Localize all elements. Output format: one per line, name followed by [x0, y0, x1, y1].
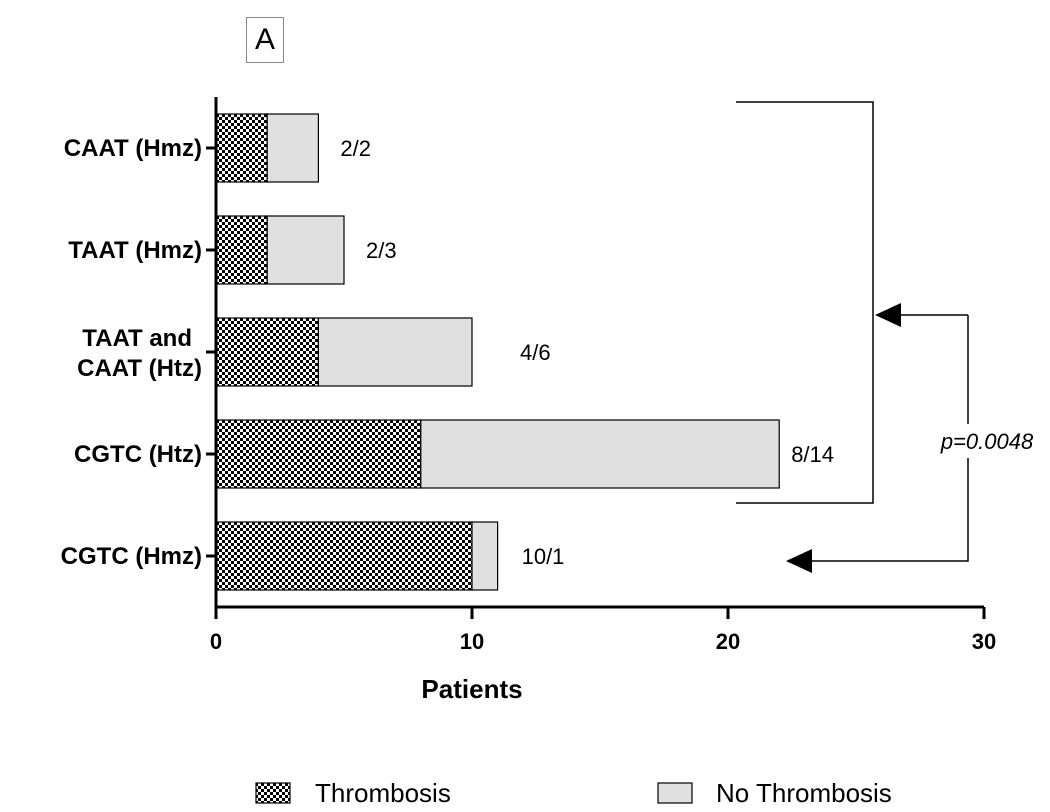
- group-bracket: [736, 101, 874, 504]
- legend-label-thrombosis: Thrombosis: [315, 778, 451, 808]
- data-label-4: 10/1: [522, 544, 565, 569]
- x-tick-label-1: 10: [460, 629, 484, 654]
- p-value-annotation: p=0.0048: [940, 429, 1034, 454]
- annotation-group: p=0.0048: [736, 101, 1046, 573]
- bar-thrombosis-4: [215, 521, 473, 591]
- category-label-4: CGTC (Hmz): [61, 543, 202, 570]
- legend-swatch-thrombosis: [255, 782, 291, 804]
- data-label-2: 4/6: [520, 340, 551, 365]
- legend-label-no-thrombosis: No Thrombosis: [716, 778, 892, 808]
- panel-label: A: [246, 17, 284, 63]
- axes-group: CAAT (Hmz) TAAT (Hmz) TAAT and CAAT (Htz) CG…: [61, 97, 996, 654]
- bar-thrombosis-2: [215, 317, 320, 387]
- legend: Thrombosis No Thrombosis: [255, 778, 892, 808]
- x-tick-label-3: 30: [972, 629, 996, 654]
- bar-no-thrombosis-2: [317, 317, 473, 387]
- bar-thrombosis-1: [215, 215, 268, 285]
- bar-thrombosis-0: [215, 113, 268, 183]
- bar-no-thrombosis-4: [471, 521, 499, 591]
- data-label-3: 8/14: [791, 442, 834, 467]
- arrowhead-lower-icon: [786, 549, 812, 573]
- x-axis-label: Patients: [421, 674, 522, 704]
- category-label-3: CGTC (Htz): [74, 441, 202, 468]
- comparison-line: [790, 315, 969, 562]
- bars-group: 2/2 2/3 4/6 8/14 10/1: [215, 113, 834, 591]
- category-label-1: TAAT (Hmz): [68, 237, 202, 264]
- data-label-1: 2/3: [366, 238, 397, 263]
- bar-no-thrombosis-0: [266, 113, 320, 183]
- bar-no-thrombosis-3: [420, 419, 780, 489]
- pvalue-background: [928, 424, 1046, 458]
- category-label-2: TAAT and CAAT (Htz): [77, 325, 202, 382]
- legend-swatch-no-thrombosis: [657, 782, 693, 804]
- x-tick-label-2: 20: [716, 629, 740, 654]
- bar-thrombosis-3: [215, 419, 422, 489]
- category-label-0: CAAT (Hmz): [64, 135, 202, 162]
- bar-no-thrombosis-1: [266, 215, 345, 285]
- x-tick-label-0: 0: [210, 629, 222, 654]
- arrowhead-upper-icon: [875, 303, 901, 327]
- data-label-0: 2/2: [340, 136, 371, 161]
